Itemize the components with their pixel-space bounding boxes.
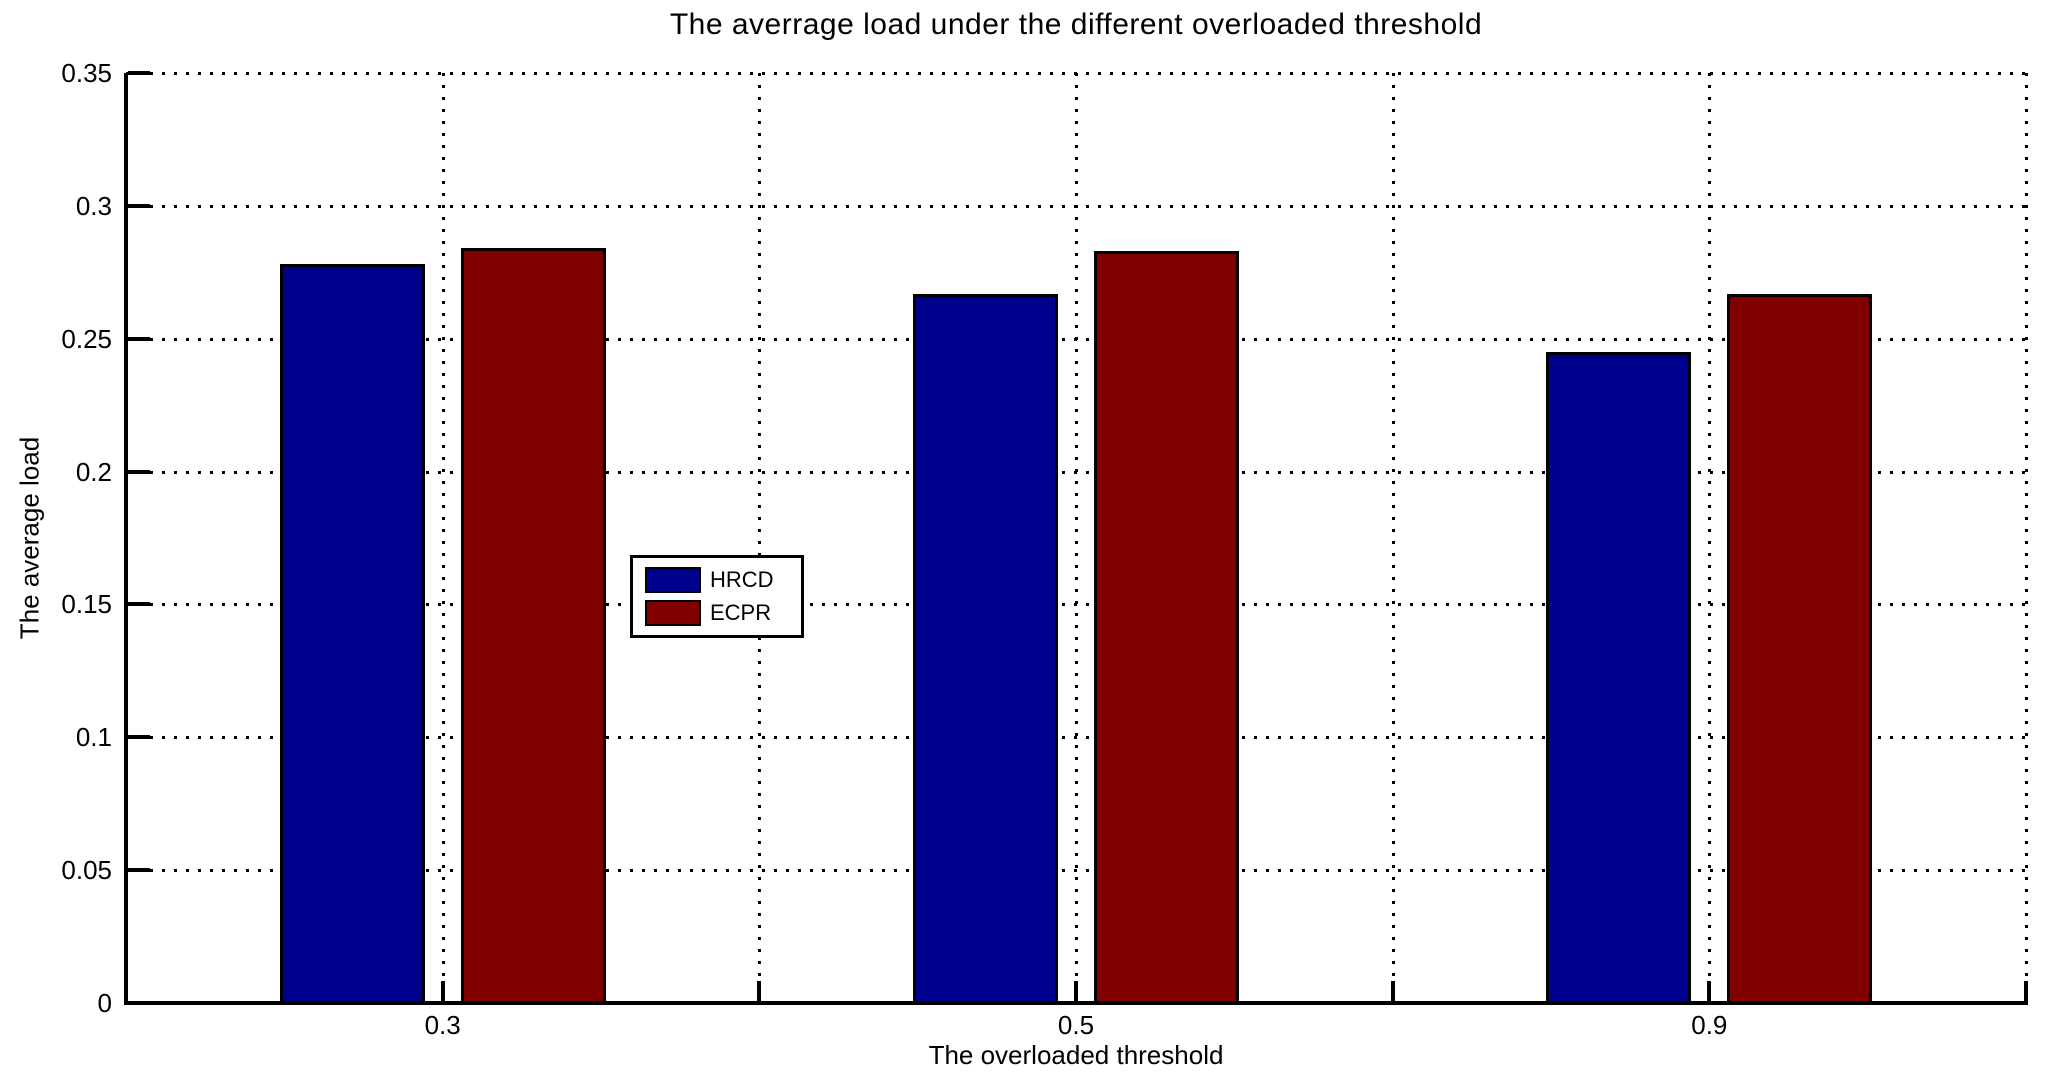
y-tick-label: 0.2 xyxy=(75,456,112,487)
y-tick-mark xyxy=(128,735,150,740)
legend-label-ecpr: ECPR xyxy=(710,600,772,625)
bar-hrcd-0.5 xyxy=(913,293,1058,1004)
y-tick-label: 0.15 xyxy=(61,589,112,620)
x-gridline xyxy=(758,73,762,1001)
y-tick-label: 0.3 xyxy=(75,190,112,221)
x-gridline xyxy=(1708,73,1712,1001)
legend-label-hrcd: HRCD xyxy=(710,567,774,592)
bar-hrcd-0.3 xyxy=(279,264,425,1004)
x-tick-mark xyxy=(757,981,762,1003)
y-tick-label: 0.1 xyxy=(75,722,112,753)
y-axis-line xyxy=(124,73,128,1005)
y-tick-mark xyxy=(128,469,150,474)
x-gridline xyxy=(1391,73,1395,1001)
x-tick-label: 0.9 xyxy=(1691,1010,1728,1040)
legend-swatch-hrcd xyxy=(645,567,701,593)
bar-ecpr-0.5 xyxy=(1094,251,1239,1004)
y-tick-label: 0.35 xyxy=(61,58,112,88)
x-tick-label: 0.3 xyxy=(424,1010,461,1040)
y-tick-label: 0.25 xyxy=(61,323,112,354)
legend-item-hrcd: HRCD xyxy=(645,567,801,593)
y-tick-mark xyxy=(128,868,150,873)
legend-item-ecpr: ECPR xyxy=(645,600,801,626)
legend-swatch-ecpr xyxy=(645,600,701,626)
x-gridline xyxy=(1075,73,1078,1001)
y-tick-mark xyxy=(128,71,150,75)
y-tick-mark xyxy=(128,203,150,208)
y-tick-mark xyxy=(128,336,150,341)
bar-ecpr-0.9 xyxy=(1727,293,1873,1004)
x-tick-mark xyxy=(440,981,445,1003)
legend: HRCD ECPR xyxy=(630,555,804,638)
x-tick-mark xyxy=(2024,981,2028,1003)
x-tick-label: 0.5 xyxy=(1057,1010,1095,1040)
x-gridline xyxy=(2025,73,2028,1001)
x-axis-label: The overloaded threshold xyxy=(928,1040,1224,1070)
bar-hrcd-0.9 xyxy=(1546,352,1692,1004)
x-tick-mark xyxy=(1074,981,1078,1003)
y-tick-label: 0.05 xyxy=(61,855,112,886)
y-tick-label: 0 xyxy=(97,988,112,1018)
x-axis-line xyxy=(124,1001,2028,1005)
bar-ecpr-0.3 xyxy=(460,248,606,1004)
x-tick-mark xyxy=(1707,981,1712,1003)
x-gridline xyxy=(441,73,445,1001)
chart-title: The averrage load under the different ov… xyxy=(669,8,1483,41)
x-tick-mark xyxy=(1390,981,1395,1003)
y-tick-mark xyxy=(128,602,150,607)
